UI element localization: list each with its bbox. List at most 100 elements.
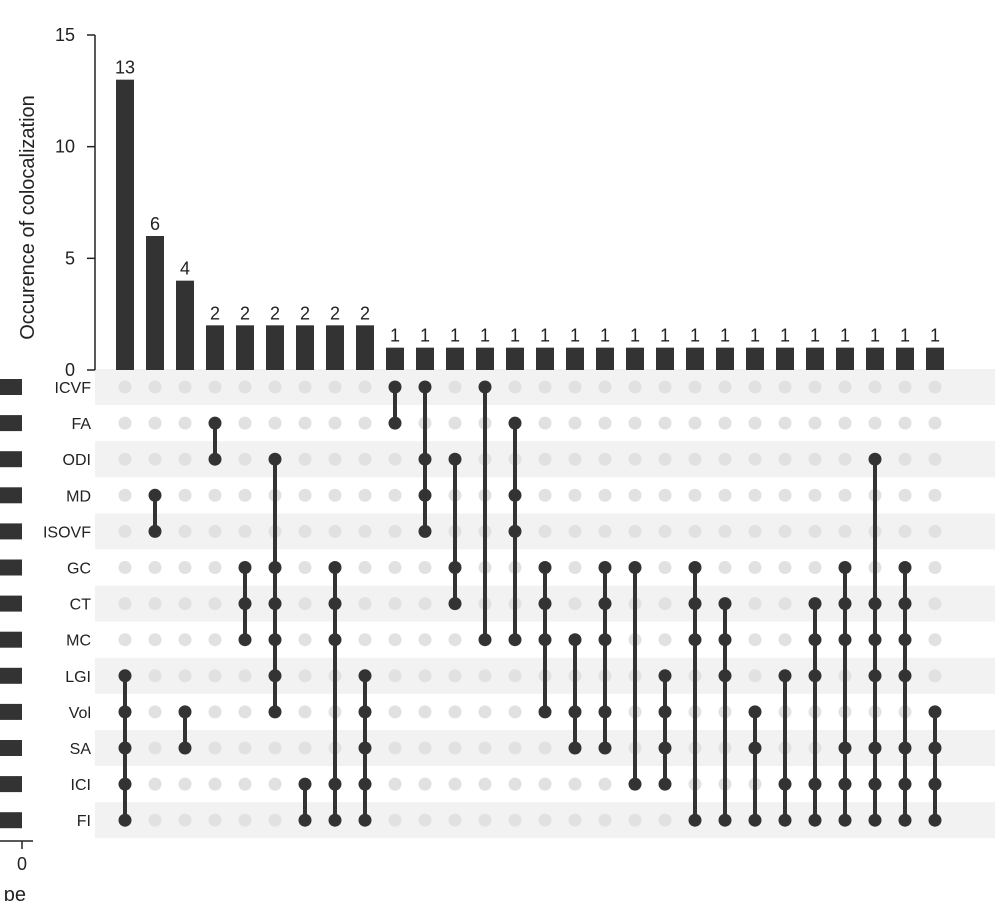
matrix-dot-inactive [508,380,522,394]
matrix-dot-inactive [238,488,252,502]
matrix-dot-inactive [448,416,462,430]
matrix-dot-inactive [388,813,402,827]
matrix-dot-active [898,669,912,683]
matrix-dot-inactive [628,380,642,394]
set-size-axis: 0 pe [0,840,33,901]
matrix-dot-active [868,452,882,466]
matrix-dot-active [628,777,642,791]
matrix-dot-active [328,561,342,574]
matrix-dot-inactive [598,777,612,791]
set-size-axis-title: pe [4,884,26,901]
matrix-dot-inactive [448,633,462,647]
matrix-dot-active [388,416,402,430]
matrix-dot-inactive [928,452,942,466]
matrix-dot-active [448,561,462,574]
bar-value-label: 1 [390,326,400,346]
matrix-dot-inactive [478,777,492,791]
matrix-dot-active [808,597,822,611]
matrix-dot-active [508,633,522,647]
matrix-dot-active [868,813,882,827]
matrix-dot-active [688,633,702,647]
set-size-bar [0,559,22,576]
matrix-dot-active [598,705,612,719]
matrix-dot-inactive [628,813,642,827]
matrix-dot-active [748,813,762,827]
matrix-dot-active [748,741,762,755]
matrix-dot-inactive [298,561,312,574]
bar-value-label: 6 [150,214,160,234]
matrix-dot-active [718,633,732,647]
matrix-dot-inactive [928,524,942,538]
bar-value-label: 1 [780,326,790,346]
matrix-dot-inactive [748,633,762,647]
matrix-dot-active [418,488,432,502]
matrix-dot-inactive [688,524,702,538]
matrix-dot-active [418,524,432,538]
bar-value-label: 1 [510,326,520,346]
matrix-dot-inactive [688,380,702,394]
matrix-dot-inactive [178,488,192,502]
matrix-dot-active [508,488,522,502]
matrix-dot-inactive [148,777,162,791]
set-label: MC [66,633,91,650]
matrix-dot-inactive [118,633,132,647]
intersection-bar [596,347,614,370]
matrix-dot-inactive [688,416,702,430]
intersection-bar [266,325,284,370]
intersection-bar [386,347,404,370]
intersection-bar [416,347,434,370]
set-label: SA [70,741,92,758]
matrix-dot-active [118,813,132,827]
matrix-dot-inactive [328,380,342,394]
matrix-dot-inactive [418,669,432,683]
matrix-dot-inactive [718,416,732,430]
matrix-dot-inactive [778,488,792,502]
intersection-bar [146,236,164,370]
bar-value-label: 1 [570,326,580,346]
matrix-dot-active [868,741,882,755]
matrix-dot-active [688,561,702,574]
matrix-dot-inactive [628,488,642,502]
matrix-dot-active [448,597,462,611]
matrix-dot-inactive [658,452,672,466]
matrix-dot-active [838,597,852,611]
matrix-dot-active [688,597,702,611]
matrix-dot-inactive [718,524,732,538]
matrix-dot-inactive [658,561,672,574]
intersection-bar [656,347,674,370]
matrix-dot-inactive [118,524,132,538]
matrix-dot-inactive [928,488,942,502]
matrix-dot-inactive [568,813,582,827]
matrix-dot-inactive [388,597,402,611]
matrix-dot-inactive [208,488,222,502]
matrix-dot-inactive [358,416,372,430]
y-axis-tick-label: 0 [65,360,75,380]
matrix-dot-inactive [358,452,372,466]
matrix-dot-inactive [508,741,522,755]
matrix-dot-inactive [388,452,402,466]
matrix-dot-inactive [178,416,192,430]
matrix-dot-inactive [898,416,912,430]
matrix-dot-active [298,813,312,827]
matrix-dot-inactive [208,524,222,538]
bar-value-label: 2 [330,303,340,323]
matrix-dot-inactive [568,777,582,791]
matrix-dot-inactive [298,705,312,719]
matrix-dot-inactive [268,380,282,394]
matrix-dot-active [598,633,612,647]
matrix-dot-active [478,380,492,394]
matrix-dot-inactive [478,705,492,719]
matrix-dot-inactive [778,452,792,466]
matrix-dot-active [838,777,852,791]
set-label: ISOVF [43,524,91,541]
y-axis-tick-label: 15 [55,25,75,45]
intersection-bar [866,347,884,370]
matrix-dot-inactive [508,813,522,827]
matrix-dot-active [268,633,282,647]
matrix-dot-active [658,669,672,683]
intersection-bar [506,347,524,370]
matrix-dot-inactive [658,524,672,538]
matrix-dot-inactive [268,741,282,755]
intersection-bar [566,347,584,370]
